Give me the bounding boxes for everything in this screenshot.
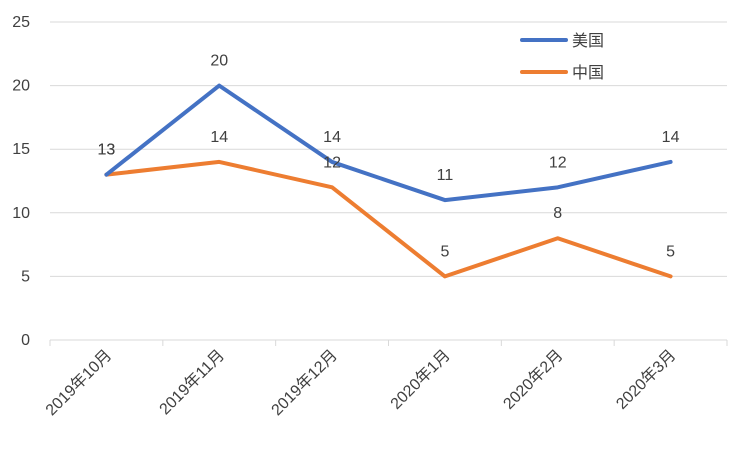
x-tick-label-1: 2019年11月 bbox=[156, 346, 228, 418]
series-line-1 bbox=[104, 159, 673, 279]
data-label-s0-1: 20 bbox=[210, 53, 228, 70]
data-label-s0-5: 14 bbox=[662, 129, 680, 146]
data-label-s0-0: 13 bbox=[98, 142, 116, 159]
data-label-s1-2: 12 bbox=[323, 154, 341, 171]
x-tick-label-5: 2020年3月 bbox=[613, 346, 680, 413]
legend-label-1: 中国 bbox=[572, 63, 604, 82]
x-tick-label-2: 2019年12月 bbox=[268, 346, 341, 419]
data-label-s1-5: 5 bbox=[666, 243, 675, 260]
data-label-s1-0: 13 bbox=[98, 142, 116, 159]
x-tick-label-0: 2019年10月 bbox=[42, 346, 115, 419]
y-tick-label-0: 0 bbox=[21, 332, 30, 349]
legend-label-0: 美国 bbox=[572, 31, 604, 50]
y-tick-label-1: 5 bbox=[21, 268, 30, 285]
data-label-s0-3: 11 bbox=[437, 167, 454, 184]
data-label-s1-3: 5 bbox=[440, 243, 449, 260]
series-line-0 bbox=[104, 83, 673, 203]
y-tick-label-2: 10 bbox=[12, 205, 30, 222]
y-tick-label-3: 15 bbox=[12, 141, 30, 158]
x-tick-label-4: 2020年2月 bbox=[500, 346, 567, 413]
y-tick-label-5: 25 bbox=[12, 14, 30, 31]
data-label-s0-4: 12 bbox=[549, 154, 567, 171]
data-label-s1-4: 8 bbox=[553, 205, 562, 222]
series-lines bbox=[104, 83, 673, 279]
x-tick-label-3: 2020年1月 bbox=[387, 346, 454, 413]
data-label-s0-2: 14 bbox=[323, 129, 341, 146]
data-label-s1-1: 14 bbox=[210, 129, 228, 146]
y-tick-label-4: 20 bbox=[12, 78, 30, 95]
